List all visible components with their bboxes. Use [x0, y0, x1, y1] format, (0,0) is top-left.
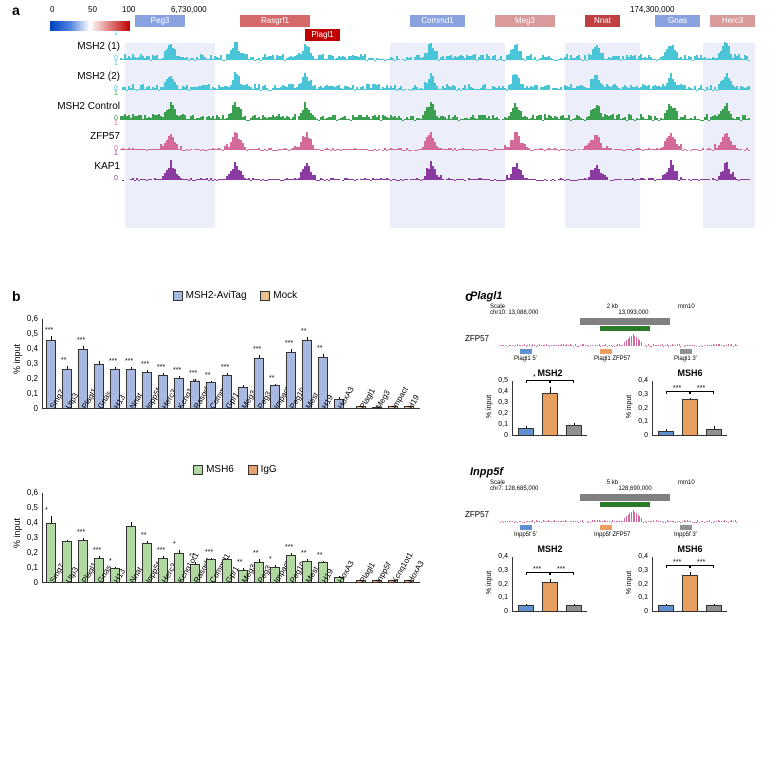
track: 10 [120, 32, 750, 60]
locus-block: Plagl1 Scale 2 kbmm10chr10: 13,088,00013,… [470, 290, 770, 448]
gene-herc3: Herc3 [710, 15, 755, 27]
track-label: ZFP57 [20, 131, 120, 142]
track: 10 [120, 122, 750, 150]
track-row: MSH2 (2)10 [20, 61, 764, 91]
track-row: KAP110 [20, 151, 764, 181]
chart-msh2: % input 00,10,20,30,40,50,6***Smg7**Utp3… [20, 309, 430, 429]
colorbar-tick-1: 50 [88, 5, 97, 14]
gene-commd1: Commd1 [410, 15, 465, 27]
gene-nnat: Nnat [585, 15, 620, 27]
scale-end: 174,300,000 [630, 5, 675, 14]
small-chart: MSH600,10,20,30,4% input****** [630, 544, 750, 624]
track-row: MSH2 Control10 [20, 91, 764, 121]
scale-assembly: mm10 [695, 0, 717, 2]
locus-title: Plagl1 [470, 290, 770, 302]
gene-rasgrf1: Rasgrf1 [240, 15, 310, 27]
track-label: MSH2 (2) [20, 71, 120, 82]
gene-gnas: Gnas [655, 15, 700, 27]
legend-b1: MSH2-AviTag Mock [20, 290, 450, 301]
track-label: MSH2 Control [20, 101, 120, 112]
small-chart: MSH200,10,20,30,4% input****** [490, 544, 610, 624]
genome-header: Scale 6,730,000 50 kb mm10 174,300,000 P… [125, 0, 755, 31]
locus-block: Inpp5f Scale 5 kbmm10chr7: 128,685,000128… [470, 466, 770, 624]
track-row: MSH2 (1)10 [20, 31, 764, 61]
gene-peg3: Peg3 [135, 15, 185, 27]
track: 10 [120, 92, 750, 120]
panel-c: Plagl1 Scale 2 kbmm10chr10: 13,088,00013,… [470, 290, 770, 642]
mini-track: Scale 2 kbmm10chr10: 13,088,00013,093,00… [470, 304, 750, 354]
legend-swatch-msh2 [173, 291, 183, 301]
track: 10 [120, 62, 750, 90]
colorbar [50, 21, 130, 31]
panel-a: 0 50 100 Scale 6,730,000 50 kb mm10 174,… [20, 5, 764, 181]
panel-b: MSH2-AviTag Mock % input 00,10,20,30,40,… [20, 290, 450, 603]
colorbar-tick-0: 0 [50, 5, 54, 14]
small-chart: MSH600,10,20,30,4% input****** [630, 368, 750, 448]
legend-swatch-msh6 [193, 465, 203, 475]
track-label: KAP1 [20, 161, 120, 172]
track-label: MSH2 (1) [20, 41, 120, 52]
chart-msh6: % input 00,10,20,30,40,50,6*Smg7Utp3***P… [20, 483, 430, 603]
small-chart: MSH200,10,20,30,40,5% input** [490, 368, 610, 448]
gene-meg3: Meg3 [495, 15, 555, 27]
panel-a-label: a [12, 2, 20, 18]
legend-b2: MSH6 IgG [20, 464, 450, 475]
legend-swatch-mock [260, 291, 270, 301]
track-row: ZFP5710 [20, 121, 764, 151]
locus-title: Inpp5f [470, 466, 770, 478]
scale-label: Scale [125, 0, 145, 2]
legend-swatch-igg [248, 465, 258, 475]
scale-start: 6,730,000 [171, 5, 207, 14]
mini-track: Scale 5 kbmm10chr7: 128,685,000128,690,0… [470, 480, 750, 530]
track: 10 [120, 152, 750, 180]
